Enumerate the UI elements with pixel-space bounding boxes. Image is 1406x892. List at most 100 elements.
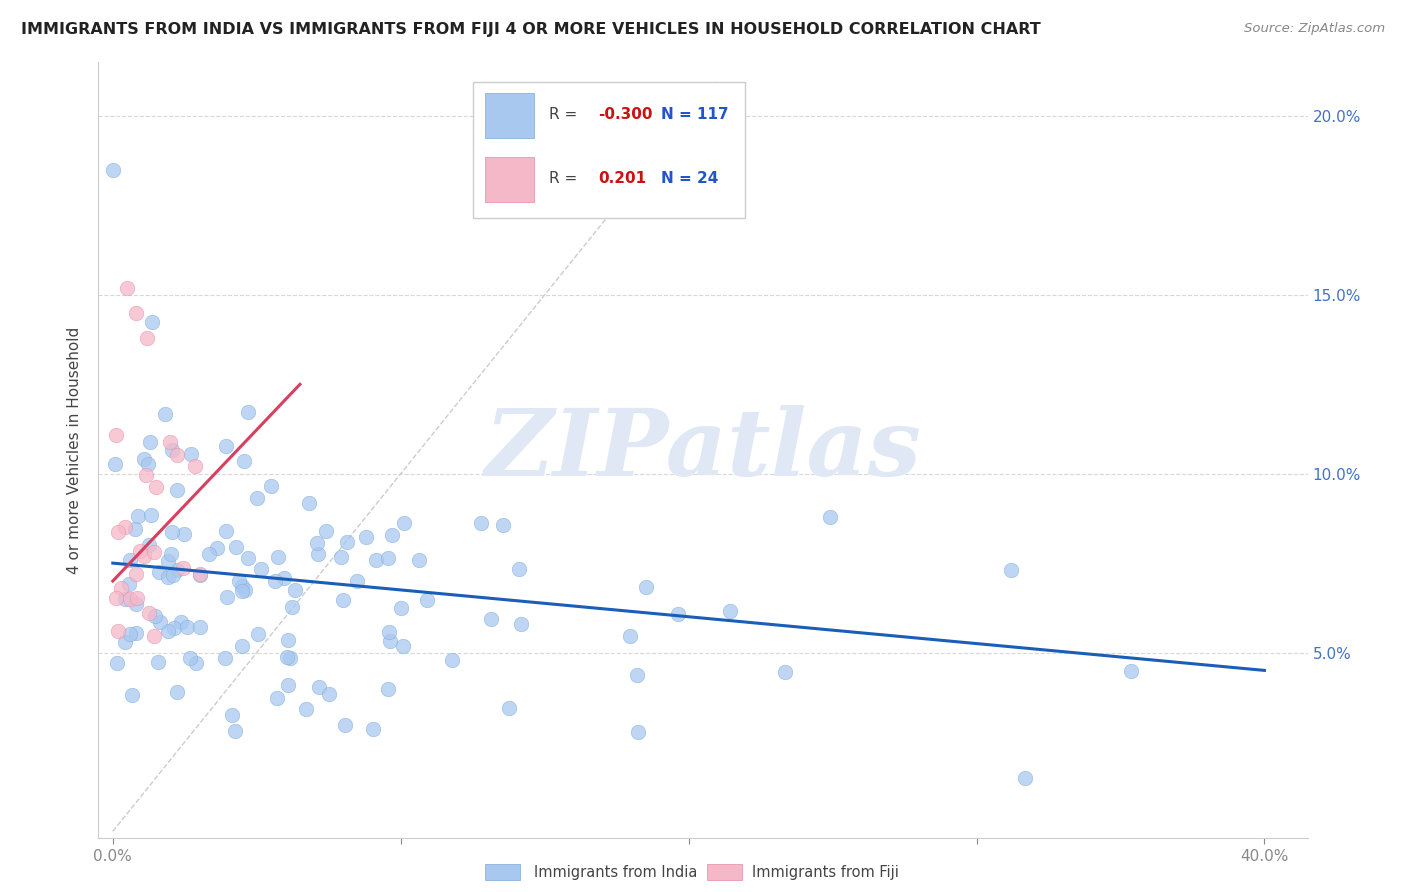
Point [143, 629, 166, 643]
Point [377, 682, 399, 697]
Point [380, 634, 402, 648]
Point [155, 407, 177, 421]
Point [479, 612, 502, 626]
Point [188, 620, 211, 634]
Point [498, 700, 520, 714]
Point [307, 547, 329, 561]
Point [215, 439, 238, 453]
Point [179, 651, 201, 665]
Point [145, 480, 167, 494]
Point [145, 609, 167, 624]
Text: R =: R = [550, 171, 578, 186]
Point [246, 491, 269, 506]
Text: -0.300: -0.300 [598, 107, 652, 122]
Point [280, 651, 302, 665]
Point [231, 583, 253, 598]
Point [440, 653, 463, 667]
Bar [485, 93, 534, 137]
Point [361, 722, 384, 736]
Point [773, 665, 796, 679]
Point [224, 723, 246, 738]
Point [120, 591, 142, 606]
Point [214, 651, 236, 665]
Point [236, 551, 259, 566]
Point [1000, 563, 1022, 577]
Point [215, 524, 238, 539]
Point [159, 548, 181, 562]
Bar [485, 157, 534, 202]
Point [298, 496, 321, 510]
Point [173, 527, 195, 541]
Text: N = 117: N = 117 [661, 107, 728, 122]
Point [246, 626, 269, 640]
Point [634, 581, 657, 595]
Point [166, 563, 188, 577]
Text: 0.201: 0.201 [598, 171, 645, 186]
Point [284, 582, 307, 597]
Point [166, 685, 188, 699]
Point [157, 554, 180, 568]
Point [124, 626, 146, 640]
Point [163, 621, 186, 635]
Point [114, 635, 136, 649]
Text: Source: ZipAtlas.com: Source: ZipAtlas.com [1244, 22, 1385, 36]
Point [233, 454, 256, 468]
Point [250, 561, 273, 575]
Point [148, 565, 170, 579]
Point [346, 574, 368, 588]
Point [107, 624, 129, 639]
Point [508, 562, 530, 576]
Point [276, 649, 298, 664]
Point [162, 567, 184, 582]
Point [135, 467, 157, 482]
Point [366, 553, 388, 567]
Point [188, 568, 211, 582]
Y-axis label: 4 or more Vehicles in Household: 4 or more Vehicles in Household [67, 326, 83, 574]
Point [136, 457, 159, 471]
Point [228, 574, 250, 589]
Point [263, 574, 285, 588]
Point [381, 528, 404, 542]
Point [143, 544, 166, 558]
Point [332, 593, 354, 607]
Point [416, 593, 439, 607]
Point [470, 516, 492, 531]
FancyBboxPatch shape [474, 82, 745, 218]
Point [389, 601, 412, 615]
Point [221, 708, 243, 723]
Point [149, 615, 172, 629]
Point [138, 606, 160, 620]
Point [233, 582, 256, 597]
Point [124, 522, 146, 536]
Point [166, 448, 188, 462]
Point [1119, 664, 1142, 678]
Point [1014, 771, 1036, 785]
Point [101, 162, 124, 177]
Point [162, 524, 184, 539]
Point [157, 570, 180, 584]
Point [626, 668, 648, 682]
Point [105, 591, 128, 606]
Text: Immigrants from Fiji: Immigrants from Fiji [752, 865, 898, 880]
Point [172, 561, 194, 575]
Point [267, 550, 290, 565]
Point [333, 718, 356, 732]
Point [492, 518, 515, 533]
Point [180, 447, 202, 461]
Point [129, 544, 152, 558]
Point [236, 405, 259, 419]
Point [105, 428, 128, 442]
Point [510, 617, 533, 632]
Point [114, 520, 136, 534]
Point [159, 435, 181, 450]
Point [125, 591, 148, 606]
Point [197, 547, 219, 561]
Point [273, 571, 295, 585]
Point [277, 678, 299, 692]
Point [231, 639, 253, 653]
Point [136, 331, 159, 345]
Point [307, 535, 329, 549]
Point [138, 538, 160, 552]
Point [118, 626, 141, 640]
Point [125, 566, 148, 581]
